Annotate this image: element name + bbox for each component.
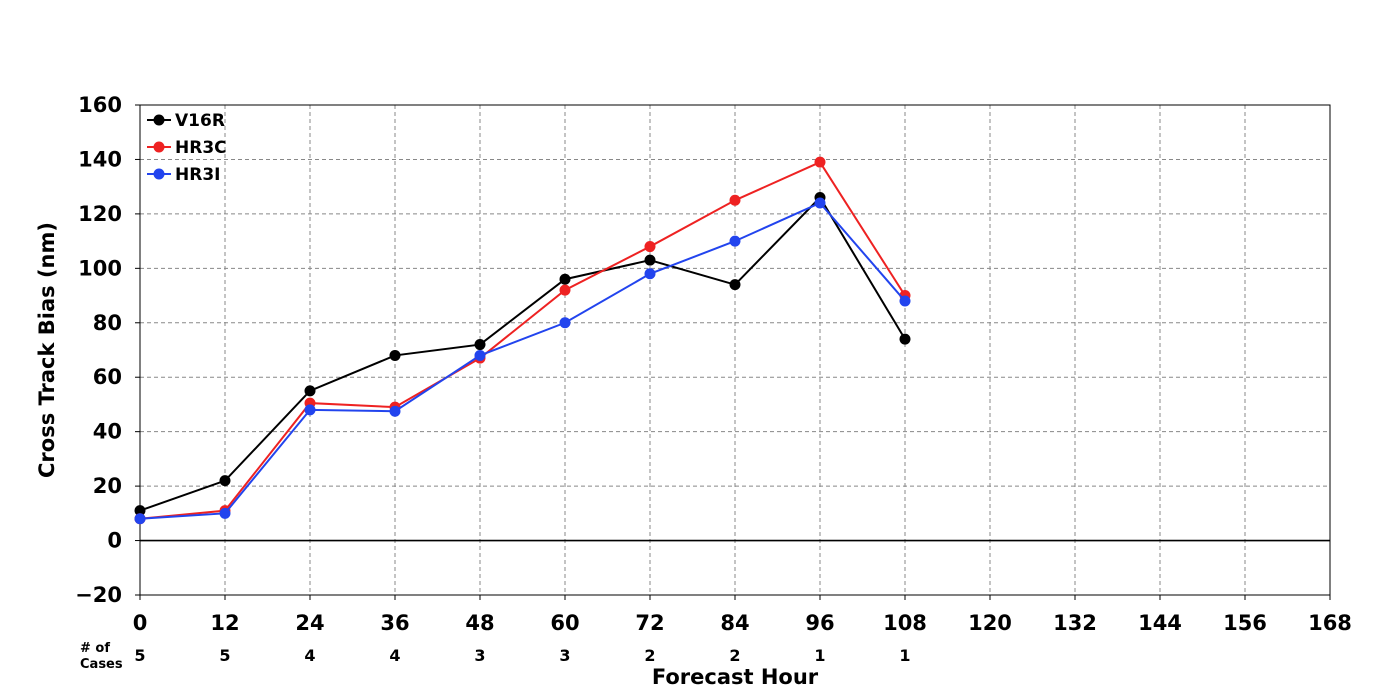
case-count: 1 [899,646,910,665]
x-tick-label: 48 [465,611,494,635]
legend-label: HR3I [175,165,220,185]
data-point [729,194,741,206]
series-line [139,195,906,512]
cases-label-line2: Cases [80,657,123,672]
x-tick-label: 156 [1223,611,1267,635]
data-point [304,404,316,416]
data-point [559,284,571,296]
legend-item: HR3I [147,165,220,185]
data-point [474,339,486,351]
x-axis-label: Forecast Hour [652,665,819,689]
x-tick-label: 168 [1308,611,1352,635]
case-count: 3 [559,646,570,665]
x-tick-label: 108 [883,611,927,635]
data-point [729,279,741,291]
y-tick-label: 20 [93,474,122,498]
data-point [729,235,741,247]
x-tick-label: 24 [295,611,324,635]
x-tick-label: 12 [210,611,239,635]
case-count: 2 [644,646,655,665]
series-layer [134,156,911,525]
data-point [644,241,656,253]
y-tick-label: 0 [107,529,122,553]
x-tick-label: 120 [968,611,1012,635]
data-point [474,349,486,361]
legend-label: V16R [175,111,225,131]
x-tick-label: 84 [720,611,749,635]
legend-label: HR3C [175,138,227,158]
legend-item: V16R [147,111,225,131]
data-point [814,197,826,209]
legend: V16R HR3C HR3I [147,111,227,185]
legend-swatch-marker [153,168,165,180]
series-line [139,201,906,520]
data-point [219,475,231,487]
x-tick-label: 96 [805,611,834,635]
y-tick-label: 80 [93,311,122,335]
data-point [559,317,571,329]
data-point [559,273,571,285]
data-point [134,505,146,517]
series-line [139,160,906,520]
y-axis-label: Cross Track Bias (nm) [35,222,59,478]
x-tick-label: 0 [133,611,148,635]
x-tick-label: 132 [1053,611,1097,635]
data-point [814,156,826,168]
y-tick-label: 120 [78,202,122,226]
case-count: 5 [134,646,145,665]
data-point [389,349,401,361]
case-count: 4 [304,646,315,665]
data-point [304,385,316,397]
case-count: 3 [474,646,485,665]
case-count: 5 [219,646,230,665]
y-tick-label: −20 [75,583,122,607]
x-tick-label: 144 [1138,611,1182,635]
y-tick-label: 60 [93,365,122,389]
x-axis-ticks: 0 12 24 36 48 60 72 84 96 108 120 132 144 156 168 [133,595,1352,635]
case-count: 2 [729,646,740,665]
x-tick-label: 36 [380,611,409,635]
data-point [219,507,231,519]
data-point [644,268,656,280]
x-tick-label: 72 [635,611,664,635]
data-point [389,405,401,417]
data-point [899,295,911,307]
y-tick-label: 140 [78,147,122,171]
cases-label-line1: # of [80,641,110,656]
case-count: 1 [814,646,825,665]
case-count: 4 [389,646,400,665]
legend-swatch-marker [153,114,165,126]
y-tick-label: 40 [93,420,122,444]
data-point [134,513,146,525]
series-hr3i [134,197,911,525]
legend-swatch-marker [153,141,165,153]
y-tick-label: 160 [78,93,122,117]
y-axis-ticks: −20 0 20 40 60 80 100 120 140 160 [75,93,140,607]
legend-item: HR3C [147,138,227,158]
data-point [644,254,656,266]
data-point [899,333,911,345]
x-tick-label: 60 [550,611,579,635]
y-tick-label: 100 [78,256,122,280]
